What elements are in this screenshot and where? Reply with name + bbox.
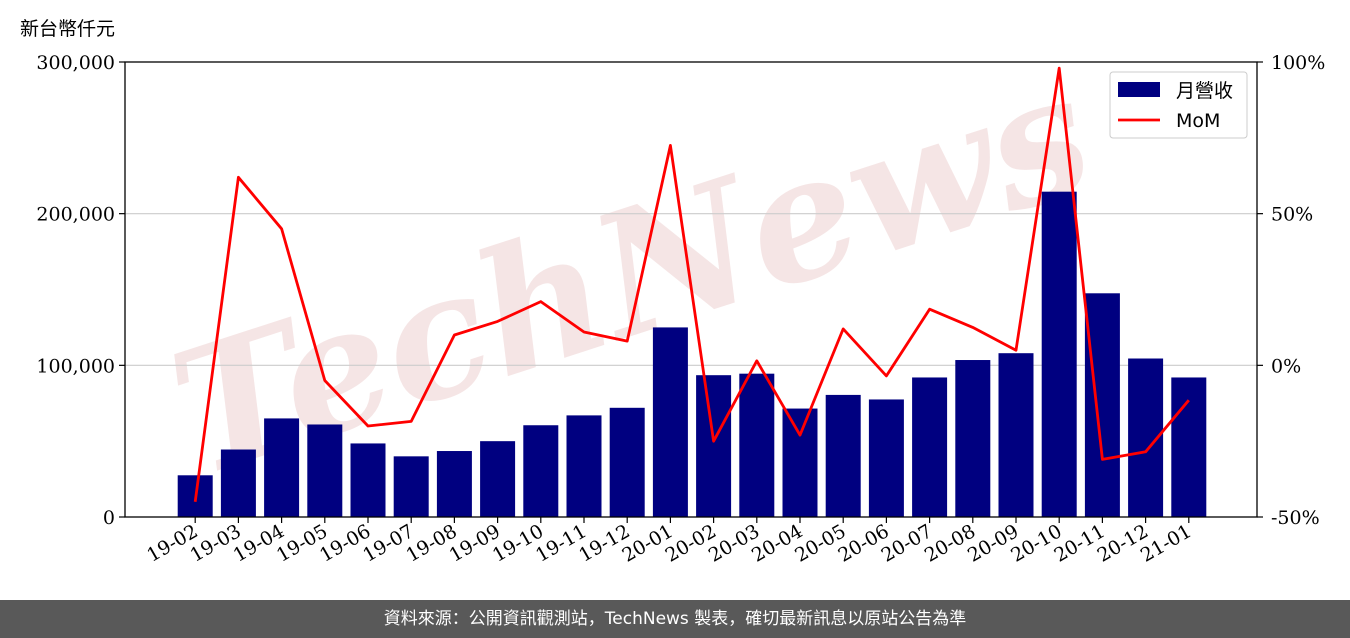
bar-20-04 [782, 408, 818, 517]
left-tick-label: 100,000 [36, 355, 115, 377]
bar-20-05 [825, 394, 861, 517]
legend-label-mom: MoM [1176, 110, 1220, 132]
left-tick-label: 0 [103, 507, 115, 529]
legend-label-revenue: 月營收 [1176, 80, 1233, 102]
bar-20-07 [912, 377, 948, 517]
bar-19-10 [523, 425, 559, 517]
legend-swatch-bar [1118, 82, 1160, 97]
plot-frame [124, 61, 1258, 518]
bar-19-04 [264, 418, 300, 517]
bar-21-01 [1171, 377, 1207, 517]
bar-19-08 [436, 451, 472, 517]
right-tick-label: 0% [1271, 355, 1301, 377]
bar-20-03 [739, 373, 775, 517]
source-footer: 資料來源：公開資訊觀測站，TechNews 製表，確切最新訊息以原站公告為準 [0, 600, 1350, 638]
bar-20-11 [1084, 293, 1120, 517]
right-tick-label: 50% [1271, 204, 1313, 226]
revenue-mom-chart: TechNews 0100,000200,000300,000-50%0%50%… [36, 32, 1325, 566]
left-tick-label: 300,000 [36, 52, 115, 74]
legend: 月營收 MoM [1109, 71, 1248, 139]
right-tick-label: -50% [1271, 507, 1320, 529]
mom-line-series [193, 66, 1190, 502]
bar-19-09 [480, 441, 516, 517]
bar-19-07 [393, 456, 429, 517]
bar-series [177, 191, 1207, 518]
bar-19-05 [307, 424, 343, 517]
mom-line [193, 66, 1190, 502]
bar-20-02 [696, 375, 732, 517]
bar-19-11 [566, 415, 602, 517]
bar-19-06 [350, 443, 386, 517]
x-tick-label: 21-01 [1137, 520, 1195, 566]
left-tick-label: 200,000 [36, 204, 115, 226]
y-axis-unit-label: 新台幣仟元 [20, 18, 116, 40]
bar-20-01 [652, 327, 688, 517]
bar-20-10 [1041, 191, 1077, 518]
bar-20-08 [955, 360, 991, 517]
bar-20-06 [868, 399, 904, 517]
bar-19-12 [609, 407, 645, 517]
right-tick-label: 100% [1271, 52, 1325, 74]
bar-20-09 [998, 353, 1034, 517]
bar-19-03 [220, 449, 256, 517]
